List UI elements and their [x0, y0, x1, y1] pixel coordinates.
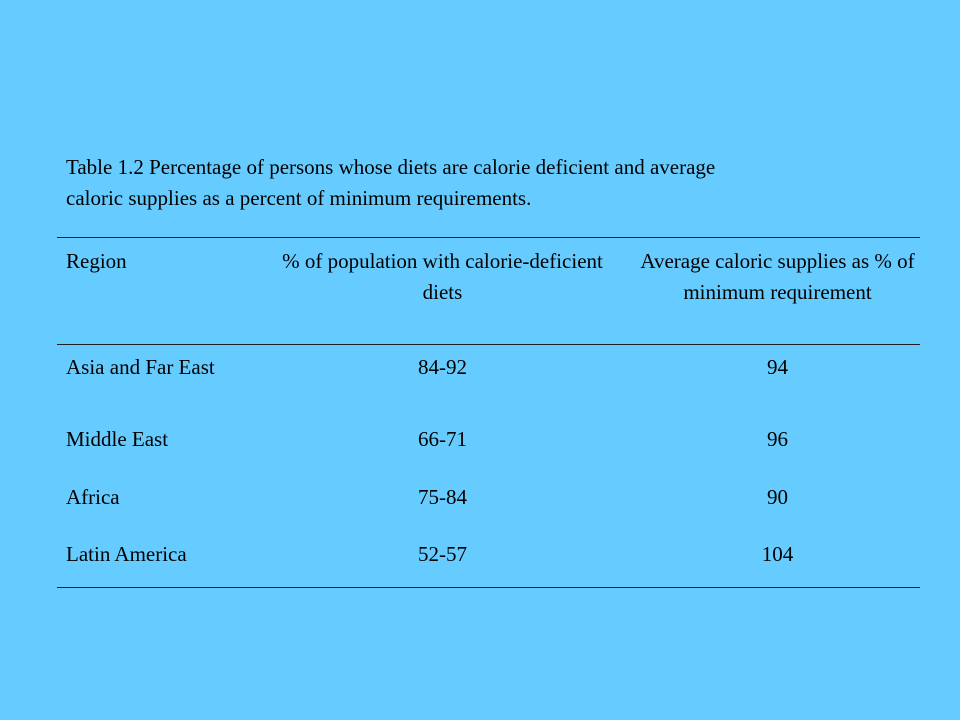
- row-2-region: Middle East: [66, 427, 169, 451]
- caption-line-2: caloric supplies as a percent of minimum…: [66, 186, 532, 210]
- table-header-rule: [57, 344, 920, 345]
- row-4-population-pct: 52-57: [418, 542, 467, 566]
- header-caloric-supplies: Average caloric supplies as % of minimum…: [640, 249, 915, 304]
- row-4-region: Latin America: [66, 542, 187, 566]
- row-3-caloric-supplies: 90: [767, 485, 788, 509]
- row-1-caloric-supplies: 94: [767, 355, 788, 379]
- row-3-region: Africa: [66, 485, 120, 509]
- row-2-population-pct: 66-71: [418, 427, 467, 451]
- table-caption: Table 1.2 Percentage of persons whose di…: [66, 152, 926, 214]
- row-2-caloric-supplies: 96: [767, 427, 788, 451]
- row-4-caloric-supplies: 104: [761, 542, 794, 566]
- row-3-population-pct: 75-84: [418, 485, 467, 509]
- table-top-rule: [57, 237, 920, 238]
- table-bottom-rule: [57, 587, 920, 588]
- row-1-population-pct: 84-92: [418, 355, 467, 379]
- header-region: Region: [66, 249, 127, 273]
- row-1-region: Asia and Far East: [66, 355, 215, 379]
- header-population-pct: % of population with calorie-deficient d…: [282, 249, 603, 304]
- caption-line-1: Table 1.2 Percentage of persons whose di…: [66, 155, 716, 179]
